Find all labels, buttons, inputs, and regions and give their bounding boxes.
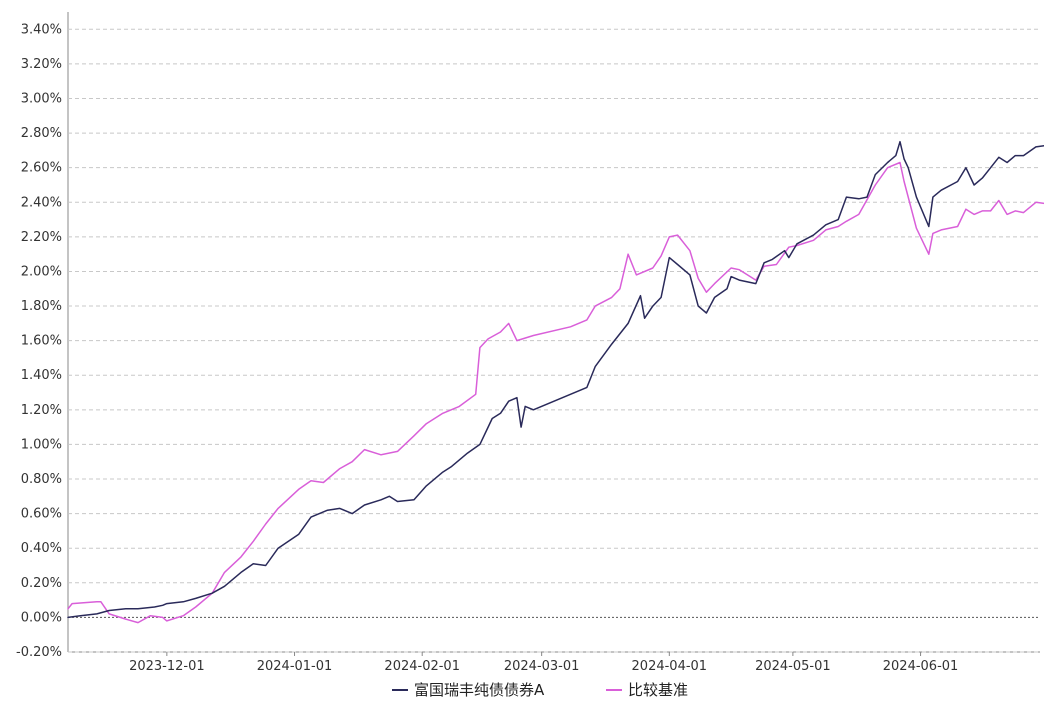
x-tick-label: 2024-06-01	[883, 659, 959, 674]
y-tick-label: 0.40%	[21, 541, 62, 556]
y-tick-label: 3.00%	[21, 91, 62, 106]
x-tick-label: 2023-12-01	[129, 659, 205, 674]
y-tick-label: 1.20%	[21, 403, 62, 418]
series-lines	[67, 140, 1044, 624]
y-tick-label: 1.00%	[21, 437, 62, 452]
y-tick-label: 1.60%	[21, 334, 62, 349]
y-tick-label: 3.20%	[21, 57, 62, 72]
y-tick-label: 3.40%	[21, 22, 62, 37]
y-tick-label: 2.40%	[21, 195, 62, 210]
y-tick-label: 2.60%	[21, 161, 62, 176]
legend-label-1: 富国瑞丰纯债债券A	[414, 681, 545, 699]
y-tick-label: 1.80%	[21, 299, 62, 314]
series-line-2	[67, 161, 1044, 624]
y-tick-label: 0.00%	[21, 610, 62, 625]
y-tick-label: 0.80%	[21, 472, 62, 487]
y-axis-ticks: -0.20% 0.00% 0.20% 0.40% 0.60% 0.80% 1.00% 1.20…	[16, 22, 62, 660]
y-tick-label: 1.40%	[21, 368, 62, 383]
x-axis-ticks: 2023-12-01 2024-01-01 2024-02-01 2024-03-01…	[129, 652, 958, 674]
x-tick-label: 2024-03-01	[504, 659, 580, 674]
y-tick-label: -0.20%	[16, 645, 62, 660]
y-tick-label: 0.60%	[21, 507, 62, 522]
x-tick-label: 2024-01-01	[257, 659, 333, 674]
legend-label-2: 比较基准	[628, 681, 688, 699]
x-tick-label: 2024-05-01	[755, 659, 831, 674]
y-tick-label: 2.00%	[21, 264, 62, 279]
y-tick-label: 2.20%	[21, 230, 62, 245]
legend: 富国瑞丰纯债债券A 比较基准	[392, 681, 688, 699]
grid-lines	[67, 12, 1040, 653]
y-tick-label: 0.20%	[21, 576, 62, 591]
y-tick-label: 2.80%	[21, 126, 62, 141]
series-line-1	[67, 140, 1044, 619]
x-tick-label: 2024-04-01	[632, 659, 708, 674]
x-tick-label: 2024-02-01	[384, 659, 460, 674]
